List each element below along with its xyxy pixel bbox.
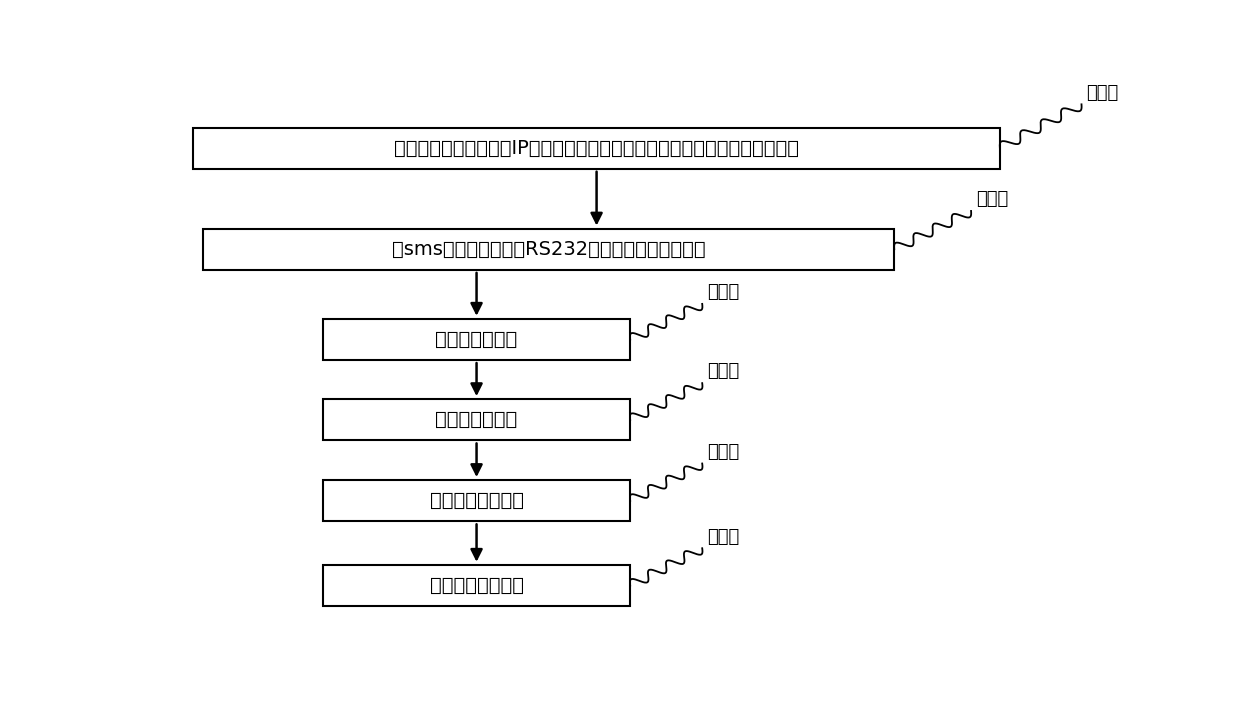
Bar <box>323 399 631 440</box>
Text: 步骤二: 步骤二 <box>976 190 1009 208</box>
Text: 开通有线通讯模式: 开通有线通讯模式 <box>430 576 524 595</box>
Text: 将sms短信采集器通过RS232端口与主站的电脑连接: 将sms短信采集器通过RS232端口与主站的电脑连接 <box>392 240 705 258</box>
Bar <box>323 480 631 521</box>
Text: 步骤三: 步骤三 <box>707 283 740 301</box>
Text: 安装上位机软件: 安装上位机软件 <box>435 330 518 349</box>
Text: 步骤一: 步骤一 <box>1087 84 1119 102</box>
Bar <box>203 229 895 270</box>
Text: 步骤四: 步骤四 <box>707 362 740 381</box>
Text: 步骤五: 步骤五 <box>707 443 740 461</box>
Text: 开通无线通讯模式: 开通无线通讯模式 <box>430 491 524 510</box>
Text: 将服务器分配给主站的IP地址，映射至电压监测系统中设备的网络服务端接口: 将服务器分配给主站的IP地址，映射至电压监测系统中设备的网络服务端接口 <box>394 138 799 158</box>
Text: 步骤六: 步骤六 <box>707 528 740 545</box>
Text: 登录电压监测仪: 登录电压监测仪 <box>435 410 518 430</box>
Bar <box>323 319 631 360</box>
Bar <box>323 565 631 606</box>
Bar <box>193 128 1000 168</box>
